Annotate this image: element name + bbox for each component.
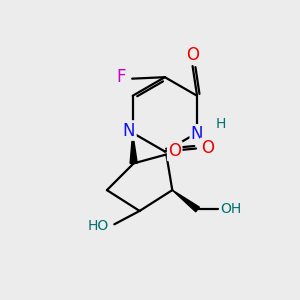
Text: O: O [186, 46, 199, 64]
Text: N: N [191, 125, 203, 143]
Text: O: O [168, 142, 181, 160]
Text: HO: HO [87, 219, 109, 233]
Text: O: O [201, 139, 214, 157]
Text: H: H [216, 117, 226, 131]
Text: OH: OH [220, 202, 242, 216]
Text: N: N [123, 122, 135, 140]
Polygon shape [130, 133, 137, 164]
Text: F: F [116, 68, 126, 86]
Polygon shape [172, 190, 200, 212]
